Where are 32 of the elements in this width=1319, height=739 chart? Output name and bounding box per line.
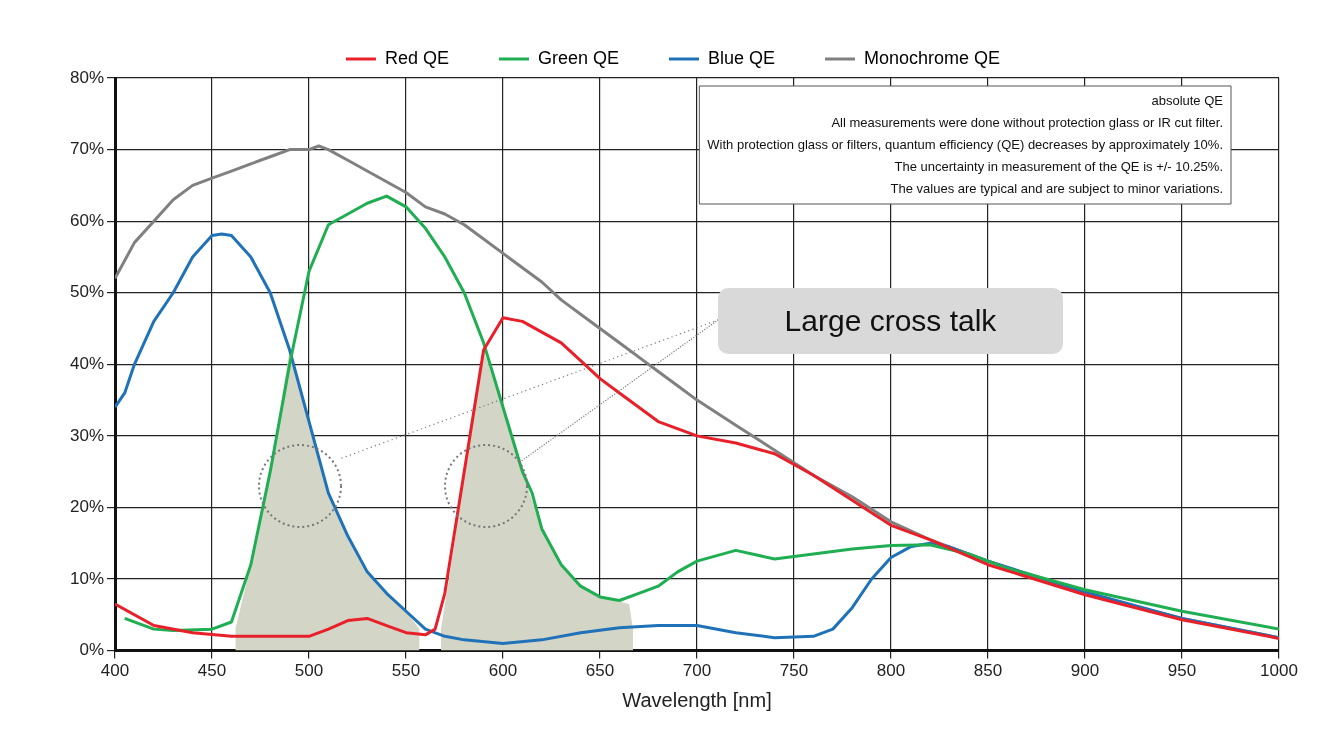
x-axis-title: Wavelength [nm]	[622, 688, 772, 711]
x-tick-label: 500	[294, 661, 324, 681]
annotation: With protection glass or filters, quantum efficiency (QE) decreases by approximately 10%.	[707, 136, 1223, 152]
y-tick-label: 30%	[69, 425, 105, 445]
y-tick-label: 60%	[69, 210, 105, 230]
x-tick-label: 550	[391, 661, 421, 681]
x-tick-label: 750	[779, 661, 809, 681]
legend-label: Red QE	[384, 47, 449, 68]
y-tick-label: 20%	[69, 497, 105, 517]
y-tick-label: 40%	[69, 353, 105, 373]
annotation: absolute QE	[1151, 92, 1224, 108]
y-tick-label: 50%	[69, 282, 105, 302]
x-tick-label: 650	[585, 661, 615, 681]
x-tick-label: 850	[973, 661, 1003, 681]
x-tick-label: 400	[100, 661, 130, 681]
x-tick-label: 950	[1167, 661, 1197, 681]
y-tick-label: 10%	[69, 568, 105, 588]
legend-label: Green QE	[537, 47, 619, 68]
annotation: All measurements were done without protection glass or IR cut filter.	[831, 114, 1223, 130]
annotation: The uncertainty in measurement of the QE is +/- 10.25%.	[894, 158, 1223, 174]
legend-label: Monochrome QE	[864, 47, 1001, 68]
y-tick-label: 80%	[69, 67, 105, 87]
x-tick-label: 600	[488, 661, 518, 681]
x-tick-label: 700	[682, 661, 712, 681]
x-tick-label: 1000	[1260, 661, 1298, 681]
legend-label: Blue QE	[707, 47, 776, 68]
annotation: The values are typical and are subject to minor variations.	[890, 180, 1223, 196]
y-tick-label: 0%	[79, 640, 105, 660]
x-tick-label: 800	[876, 661, 906, 681]
x-tick-label: 450	[197, 661, 227, 681]
y-tick-label: 70%	[69, 139, 105, 159]
x-tick-label: 900	[1070, 661, 1100, 681]
